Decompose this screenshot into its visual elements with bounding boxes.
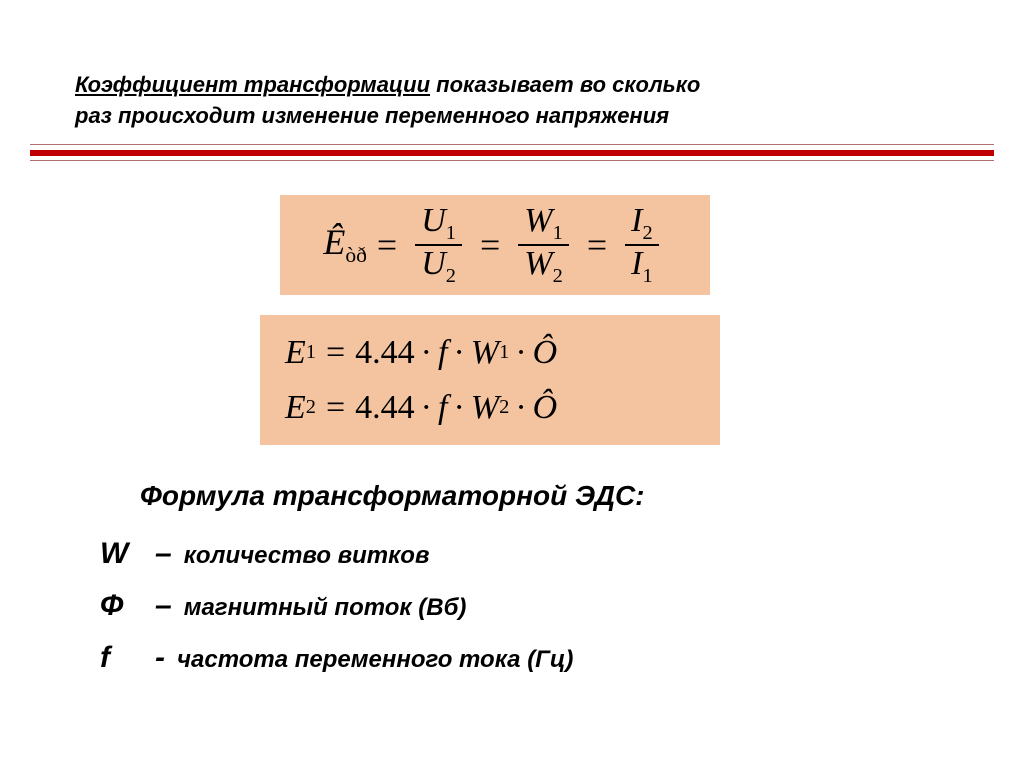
e1-letter: E	[285, 327, 306, 378]
eq-2: =	[480, 224, 500, 266]
e2-phi: Ô	[533, 382, 558, 433]
eq-3: =	[587, 224, 607, 266]
def-sym-w: W	[100, 537, 155, 571]
w2: W	[524, 245, 552, 282]
e1-eq: =	[326, 327, 345, 378]
e2-wsub: 2	[499, 392, 509, 423]
def-dash-phi: –	[155, 589, 172, 623]
header-block: Коэффициент трансформации показывает во …	[75, 70, 945, 132]
def-text-phi: магнитный поток (Вб)	[184, 594, 467, 622]
def-row-w: W – количество витков	[100, 537, 910, 571]
e1-wsub: 1	[499, 337, 509, 368]
rule-thin-top	[30, 144, 994, 145]
u1: U	[421, 202, 446, 239]
formula-emf-box: E1 = 4.44 · f · W1 · Ô E2 = 4.44 · f · W…	[260, 315, 720, 445]
e2-const: 4.44	[355, 382, 415, 433]
def-title: Формула трансформаторной ЭДС:	[140, 480, 910, 512]
formula-e1: E1 = 4.44 · f · W1 · Ô	[285, 327, 557, 378]
ratio-lhs: Êòð	[323, 221, 367, 268]
def-dash-f: -	[155, 641, 165, 675]
ratio-lhs-sub: òð	[345, 244, 367, 268]
header-line-2: раз происходит изменение переменного нап…	[75, 101, 945, 132]
rule-thin-bottom	[30, 160, 994, 161]
def-sym-phi: Ф	[100, 589, 155, 623]
w1: W	[524, 202, 552, 239]
u2: U	[421, 245, 446, 282]
def-row-f: f - частота переменного тока (Гц)	[100, 641, 910, 675]
frac-i: I2 I1	[625, 203, 659, 287]
def-dash-w: –	[155, 537, 172, 571]
e1-dot2: ·	[453, 327, 464, 378]
i1: I	[631, 245, 642, 282]
e1-dot3: ·	[515, 327, 526, 378]
e2-w: W	[471, 382, 499, 433]
def-text-f: частота переменного тока (Гц)	[177, 646, 573, 674]
e2-dot3: ·	[515, 382, 526, 433]
def-sym-f: f	[100, 641, 155, 675]
header-term: Коэффициент трансформации	[75, 72, 430, 97]
e1-const: 4.44	[355, 327, 415, 378]
formula-ratio-box: Êòð = U1 U2 = W1 W2 = I2 I1	[280, 195, 710, 295]
e1-dot1: ·	[421, 327, 432, 378]
u1-sub: 1	[446, 222, 456, 244]
e2-sub: 2	[306, 392, 316, 423]
frac-u: U1 U2	[415, 203, 462, 287]
u2-sub: 2	[446, 265, 456, 287]
rule-red	[30, 150, 994, 156]
i2-sub: 2	[642, 222, 652, 244]
e2-dot1: ·	[421, 382, 432, 433]
frac-w: W1 W2	[518, 203, 569, 287]
e2-letter: E	[285, 382, 306, 433]
e1-f: f	[438, 327, 447, 378]
header-rest1: показывает во сколько	[430, 72, 700, 97]
definitions-block: Формула трансформаторной ЭДС: W – количе…	[90, 480, 910, 693]
e2-f: f	[438, 382, 447, 433]
w1-sub: 1	[553, 222, 563, 244]
e2-eq: =	[326, 382, 345, 433]
header-line-1: Коэффициент трансформации показывает во …	[75, 70, 945, 101]
e2-dot2: ·	[453, 382, 464, 433]
i2: I	[631, 202, 642, 239]
ratio-lhs-letter: Ê	[323, 222, 345, 262]
formula-ratio: Êòð = U1 U2 = W1 W2 = I2 I1	[323, 203, 666, 287]
e1-w: W	[471, 327, 499, 378]
def-text-w: количество витков	[184, 542, 430, 570]
formula-e2: E2 = 4.44 · f · W2 · Ô	[285, 382, 557, 433]
e1-phi: Ô	[533, 327, 558, 378]
def-row-phi: Ф – магнитный поток (Вб)	[100, 589, 910, 623]
w2-sub: 2	[553, 265, 563, 287]
i1-sub: 1	[642, 265, 652, 287]
e1-sub: 1	[306, 337, 316, 368]
eq-1: =	[377, 224, 397, 266]
